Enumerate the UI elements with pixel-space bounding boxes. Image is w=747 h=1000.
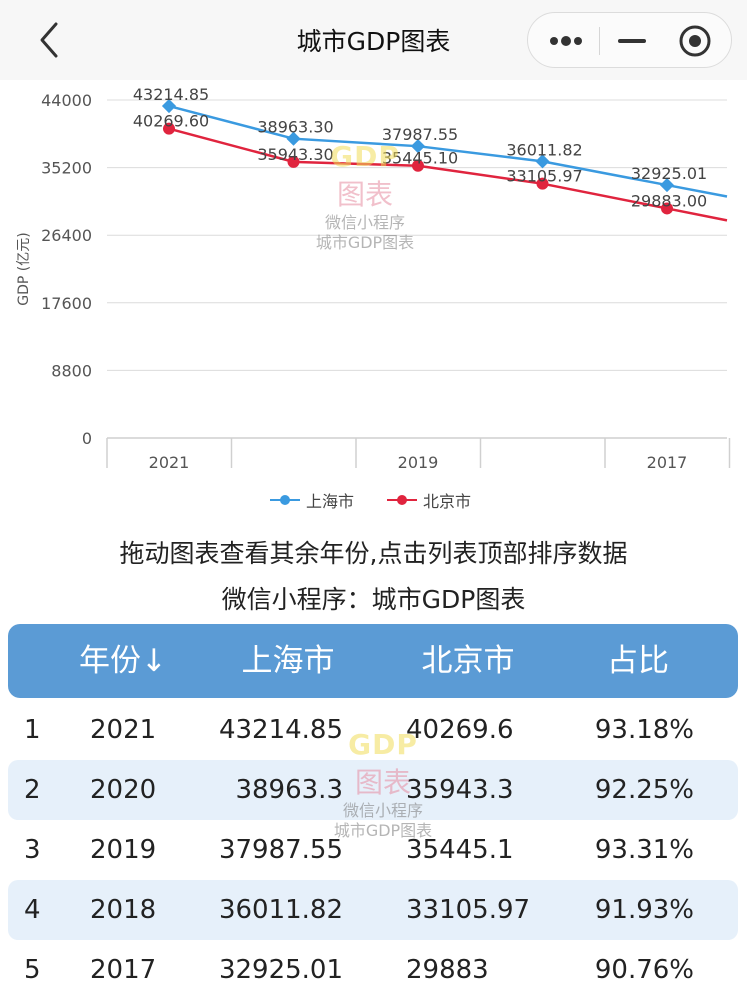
table-row[interactable]: 2 2020 38963.3 35943.3 92.25% (8, 760, 738, 820)
row-year: 2018 (90, 895, 157, 925)
header-ratio[interactable]: 占比 (607, 643, 669, 679)
row-beijing: 29883 (406, 955, 489, 985)
row-shanghai: 32925.01 (218, 955, 343, 985)
table-header: 年份↓ 上海市 北京市 占比 (8, 624, 738, 698)
table-row[interactable]: 3 2019 37987.55 35445.1 93.31% (8, 820, 738, 880)
close-target-icon[interactable] (678, 24, 712, 58)
back-arrow-icon[interactable] (30, 18, 70, 62)
header-year[interactable]: 年份↓ (79, 643, 167, 679)
data-label: 35445.10 (382, 149, 458, 168)
data-label: 29883.00 (631, 191, 707, 210)
data-label: 38963.30 (257, 118, 333, 137)
data-label: 33105.97 (506, 167, 582, 186)
row-beijing: 33105.97 (406, 895, 531, 925)
row-shanghai: 38963.3 (235, 775, 343, 805)
legend-item-shanghai[interactable]: 上海市 (270, 488, 354, 512)
row-ratio: 91.93% (594, 895, 694, 925)
data-label: 37987.55 (382, 125, 458, 144)
data-point (163, 122, 175, 135)
row-year: 2021 (90, 715, 157, 745)
gdp-line-chart[interactable]: 44000 35200 26400 17600 8800 0 2021 2019 2017 GDP… (0, 80, 747, 520)
row-year: 2019 (90, 835, 157, 865)
data-point (410, 139, 426, 154)
series-line-0 (168, 104, 728, 198)
legend-label-beijing: 北京市 (423, 492, 472, 511)
row-index: 4 (24, 895, 41, 925)
data-point (661, 202, 673, 215)
row-beijing: 35445.1 (406, 835, 514, 865)
data-label: 43214.85 (133, 85, 209, 104)
mini-program-capsule (527, 12, 732, 68)
row-ratio: 93.18% (594, 715, 694, 745)
row-ratio: 90.76% (594, 955, 694, 985)
row-index: 1 (24, 715, 41, 745)
table-body: 1 2021 43214.85 40269.6 93.18% 2 2020 38… (8, 700, 738, 1000)
data-point (287, 155, 300, 168)
legend-item-beijing[interactable]: 北京市 (387, 488, 471, 512)
data-point (535, 154, 550, 169)
more-dots-icon[interactable] (546, 29, 586, 53)
navigation-bar: 城市GDP图表 (0, 0, 747, 80)
y-tick-label: 0 (82, 429, 92, 448)
y-tick-label: 8800 (51, 361, 92, 380)
y-tick-label: 26400 (41, 226, 92, 245)
chart-legend: 上海市 北京市 (0, 488, 747, 514)
series-line-1 (168, 127, 728, 222)
row-beijing: 35943.3 (406, 775, 514, 805)
data-label: 35943.30 (257, 145, 333, 164)
y-tick-label: 44000 (41, 91, 92, 110)
data-point (286, 131, 301, 146)
data-point (412, 159, 424, 172)
row-year: 2017 (90, 955, 157, 985)
row-shanghai: 43214.85 (218, 715, 343, 745)
header-shanghai[interactable]: 上海市 (241, 643, 335, 679)
row-ratio: 93.31% (594, 835, 694, 865)
gdp-table: 年份↓ 上海市 北京市 占比 1 2021 43214.85 40269.6 9… (8, 624, 738, 1000)
data-point (659, 178, 675, 193)
data-point (536, 177, 549, 190)
chart-svg[interactable]: 44000 35200 26400 17600 8800 0 2021 2019 2017 GDP… (0, 80, 747, 520)
row-year: 2020 (90, 775, 157, 805)
row-index: 5 (24, 955, 41, 985)
row-shanghai: 37987.55 (218, 835, 343, 865)
y-tick-label: 17600 (41, 294, 92, 313)
row-index: 3 (24, 835, 41, 865)
legend-label-shanghai: 上海市 (306, 492, 355, 511)
data-label: 36011.82 (506, 140, 582, 159)
data-label: 32925.01 (631, 164, 707, 183)
data-label: 40269.60 (133, 112, 209, 131)
y-tick-label: 35200 (41, 159, 92, 178)
x-tick-label: 2019 (398, 453, 439, 472)
page-title: 城市GDP图表 (296, 27, 451, 56)
row-ratio: 92.25% (594, 775, 694, 805)
x-tick-label: 2021 (149, 453, 190, 472)
capsule-divider (599, 27, 600, 55)
table-row[interactable]: 4 2018 36011.82 33105.97 91.93% (8, 880, 738, 940)
row-beijing: 40269.6 (406, 715, 514, 745)
table-row[interactable]: 1 2021 43214.85 40269.6 93.18% (8, 700, 738, 760)
hint-text: 拖动图表查看其余年份,点击列表顶部排序数据 (119, 539, 628, 568)
row-shanghai: 36011.82 (218, 895, 343, 925)
x-tick-label: 2017 (647, 453, 688, 472)
row-index: 2 (24, 775, 41, 805)
y-axis-label: GDP (亿元) (16, 232, 32, 305)
minimize-icon[interactable] (616, 29, 648, 53)
table-row[interactable]: 5 2017 32925.01 29883 90.76% (8, 940, 738, 1000)
mini-program-text: 微信小程序：城市GDP图表 (221, 585, 526, 614)
header-beijing[interactable]: 北京市 (421, 643, 515, 679)
